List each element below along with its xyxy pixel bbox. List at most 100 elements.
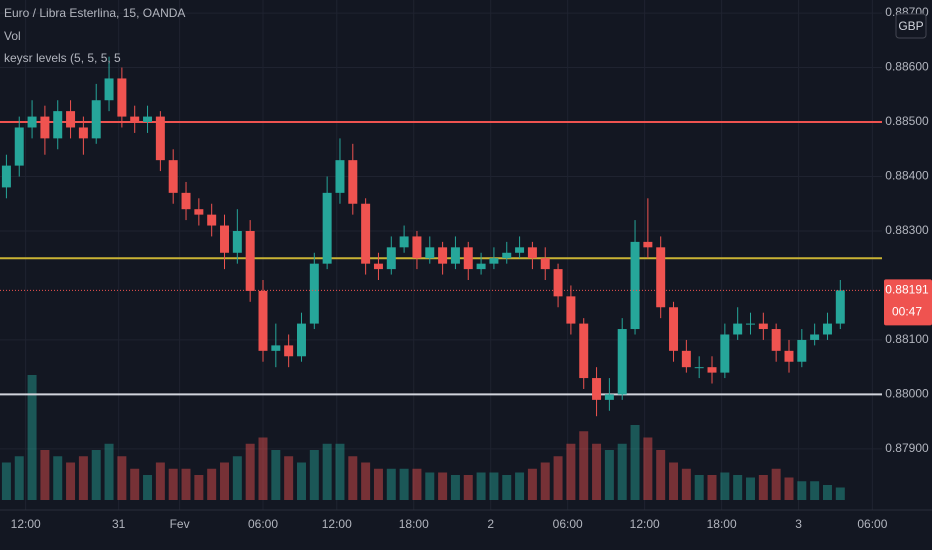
volume-bar: [1, 462, 11, 500]
volume-bar: [168, 468, 178, 500]
volume-bar: [284, 456, 294, 500]
candle-body: [604, 394, 614, 400]
volume-bar: [592, 443, 602, 500]
volume-bar: [656, 450, 666, 500]
candle-body: [168, 160, 178, 193]
candle-body: [412, 236, 422, 259]
volume-bar: [181, 468, 191, 500]
candle-body: [579, 323, 589, 379]
x-tick-label: 18:00: [707, 517, 737, 531]
candle-body: [656, 247, 666, 308]
volume-bar: [579, 431, 589, 500]
candle-body: [117, 78, 127, 117]
candle-body: [348, 160, 358, 204]
indicator-label: Vol: [4, 29, 21, 43]
volume-bar: [758, 475, 768, 500]
candle-body: [143, 116, 153, 123]
x-tick-label: 2: [487, 517, 494, 531]
volume-bar: [91, 450, 101, 500]
volume-bar: [438, 472, 448, 500]
y-tick-label: 0.88600: [885, 60, 929, 74]
volume-bar: [463, 475, 473, 500]
volume-bar: [694, 475, 704, 500]
volume-bar: [746, 477, 755, 500]
volume-bar: [617, 443, 627, 500]
volume-bar: [14, 456, 24, 500]
x-tick-label: 18:00: [399, 517, 429, 531]
candle-body: [386, 247, 396, 270]
volume-bar: [502, 475, 512, 500]
x-tick-label: 3: [795, 517, 802, 531]
candle-body: [399, 236, 409, 248]
volume-bar: [40, 450, 50, 500]
volume-bar: [232, 456, 242, 500]
candle-body: [643, 241, 653, 248]
x-tick-label: 12:00: [11, 517, 41, 531]
x-tick-label: 12:00: [322, 517, 352, 531]
candle-body: [694, 367, 704, 369]
indicator-label: keysr levels (5, 5, 5, 5: [4, 51, 121, 65]
volume-bar: [322, 443, 332, 500]
volume-bar: [348, 456, 358, 500]
x-tick-label: 06:00: [857, 517, 887, 531]
volume-bar: [296, 462, 306, 500]
volume-bar: [669, 462, 679, 500]
volume-bar: [604, 450, 614, 500]
volume-bar: [450, 475, 460, 500]
y-tick-label: 0.88500: [885, 114, 929, 128]
candle-body: [78, 127, 88, 139]
candle-body: [425, 247, 435, 259]
candle-body: [40, 116, 50, 139]
volume-bar: [643, 437, 653, 500]
candle-body: [271, 345, 281, 351]
volume-bar: [784, 477, 794, 500]
volume-bar: [720, 472, 730, 500]
candle-body: [566, 296, 576, 324]
candle-body: [822, 323, 832, 335]
candle-body: [527, 247, 537, 259]
volume-bar: [207, 468, 217, 500]
volume-bar: [630, 425, 640, 500]
volume-bar: [553, 456, 563, 500]
candle-body: [91, 100, 101, 139]
volume-bar: [78, 456, 88, 500]
volume-bar: [104, 443, 114, 500]
candle-body: [296, 323, 306, 357]
volume-bar: [681, 468, 691, 500]
candle-body: [476, 263, 486, 270]
candle-body: [592, 378, 602, 400]
candle-body: [746, 323, 755, 325]
candle-body: [207, 214, 217, 226]
candle-body: [707, 367, 717, 373]
volume-bar: [527, 468, 537, 500]
candle-body: [361, 203, 371, 264]
candle-body: [155, 116, 165, 161]
volume-bar: [194, 475, 204, 500]
candle-body: [617, 329, 627, 395]
volume-bar: [425, 472, 435, 500]
candle-body: [232, 230, 242, 253]
volume-bar: [245, 443, 255, 500]
volume-bar: [271, 450, 281, 500]
candle-body: [194, 209, 204, 215]
candle-body: [733, 323, 743, 335]
candle-body: [784, 350, 794, 362]
volume-bar: [810, 481, 820, 500]
volume-bar: [220, 462, 229, 500]
candle-body: [540, 258, 550, 270]
candle-body: [502, 252, 512, 259]
candle-body: [14, 127, 24, 166]
candle-body: [322, 192, 332, 264]
candle-body: [373, 263, 383, 270]
candle-body: [258, 290, 268, 351]
volume-bar: [412, 468, 422, 500]
volume-bar: [373, 468, 383, 500]
y-tick-label: 0.88000: [885, 387, 929, 401]
y-tick-label: 0.87900: [885, 441, 929, 455]
volume-bar: [771, 468, 781, 500]
y-tick-label: 0.88100: [885, 332, 929, 346]
countdown: 00:47: [892, 305, 922, 319]
candle-body: [771, 329, 781, 351]
chart-title: Euro / Libra Esterlina, 15, OANDA: [4, 6, 185, 20]
